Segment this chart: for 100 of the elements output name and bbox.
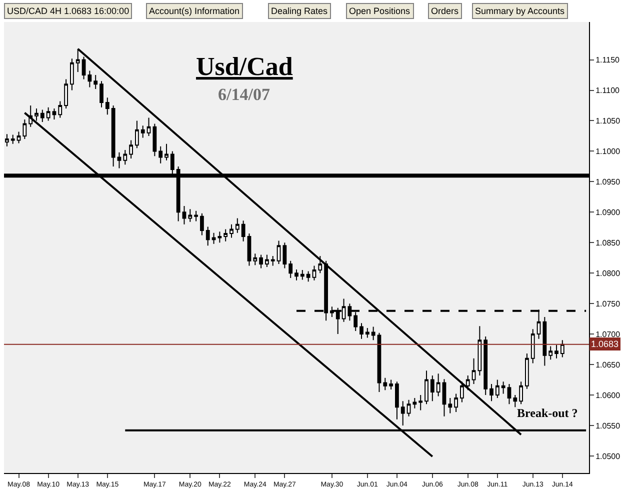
candlestick bbox=[495, 379, 500, 399]
candlestick bbox=[478, 326, 482, 376]
candlestick bbox=[360, 322, 364, 340]
candlestick bbox=[123, 149, 128, 166]
candlestick bbox=[412, 398, 417, 409]
candlestick bbox=[490, 384, 494, 402]
candlestick bbox=[270, 256, 275, 266]
text: 6/14/07 bbox=[218, 85, 270, 104]
y-tick-label: 1.0750 bbox=[596, 299, 621, 308]
ref-line-label: 1.0683 bbox=[591, 339, 619, 349]
candlestick bbox=[5, 134, 9, 147]
candlestick bbox=[224, 228, 228, 242]
candlestick bbox=[16, 131, 21, 144]
candlestick bbox=[164, 143, 168, 161]
candlestick bbox=[52, 108, 56, 120]
candlestick bbox=[389, 379, 393, 390]
annotation: Break-out ? bbox=[517, 406, 578, 420]
candlestick bbox=[294, 268, 298, 281]
candlestick bbox=[146, 117, 151, 136]
candlestick bbox=[377, 332, 382, 392]
candlestick bbox=[64, 78, 68, 110]
candlestick bbox=[46, 106, 50, 122]
candlestick bbox=[507, 384, 512, 405]
candlestick bbox=[560, 340, 564, 358]
candlestick bbox=[230, 224, 234, 238]
candlestick bbox=[442, 378, 446, 417]
candlestick bbox=[312, 265, 316, 281]
candlestick bbox=[100, 80, 104, 108]
y-tick-label: 1.0700 bbox=[596, 330, 621, 339]
candlestick bbox=[554, 344, 558, 359]
candlestick bbox=[188, 208, 192, 222]
candlestick bbox=[218, 231, 222, 244]
text: Summary by Accounts bbox=[475, 6, 566, 16]
candlestick bbox=[22, 119, 27, 140]
candlestick bbox=[513, 394, 518, 408]
text: USD/CAD 4H 1.0683 16:00:00 bbox=[7, 6, 130, 16]
text: Usd/Cad bbox=[196, 52, 294, 81]
text: Open Positions bbox=[349, 6, 411, 16]
candlestick bbox=[259, 254, 263, 269]
candlestick bbox=[484, 336, 488, 396]
candlestick bbox=[94, 74, 98, 90]
candlestick bbox=[383, 377, 388, 391]
candlestick bbox=[436, 373, 440, 397]
y-tick-label: 1.1050 bbox=[596, 116, 621, 126]
y-tick-label: 1.0650 bbox=[596, 360, 621, 370]
candlestick bbox=[466, 374, 470, 391]
candlestick bbox=[395, 381, 399, 420]
y-tick-label: 1.0950 bbox=[596, 177, 621, 186]
candlestick bbox=[430, 374, 434, 402]
candlestick bbox=[418, 394, 423, 411]
candlestick bbox=[406, 399, 411, 417]
candlestick bbox=[111, 105, 116, 167]
candlestick bbox=[472, 358, 476, 385]
candlestick bbox=[276, 240, 281, 264]
y-tick-label: 1.0900 bbox=[596, 208, 621, 217]
candlestick bbox=[454, 393, 458, 413]
candlestick bbox=[194, 210, 198, 222]
candlestick bbox=[206, 226, 210, 246]
candlestick bbox=[105, 97, 110, 116]
candlestick bbox=[542, 316, 547, 366]
y-tick-label: 1.1150 bbox=[596, 56, 620, 65]
text: Dealing Rates bbox=[271, 6, 328, 16]
candlestick bbox=[424, 370, 428, 405]
y-tick-label: 1.0800 bbox=[596, 268, 621, 278]
candlestick bbox=[70, 58, 74, 91]
y-tick-label: 1.0550 bbox=[596, 421, 621, 430]
candlestick bbox=[235, 218, 240, 234]
candlestick bbox=[300, 270, 304, 280]
candlestick bbox=[371, 326, 376, 341]
candlestick bbox=[40, 109, 44, 122]
candlestick bbox=[365, 327, 370, 338]
candlestick bbox=[519, 381, 523, 405]
candlestick bbox=[241, 220, 246, 242]
candlestick bbox=[525, 353, 529, 390]
y-tick-label: 1.0850 bbox=[596, 238, 621, 248]
text: Orders bbox=[431, 6, 460, 16]
candlestick bbox=[253, 253, 258, 266]
candlestick bbox=[501, 381, 506, 394]
candlestick bbox=[530, 328, 535, 364]
candlestick bbox=[158, 146, 163, 164]
candlestick bbox=[182, 206, 186, 225]
candlestick bbox=[200, 212, 204, 236]
candlestick bbox=[82, 56, 86, 80]
candlestick bbox=[129, 140, 133, 160]
candlestick bbox=[247, 232, 252, 266]
candlestick bbox=[88, 70, 92, 88]
candlestick bbox=[117, 152, 122, 169]
candlestick bbox=[212, 232, 216, 244]
candlestick bbox=[460, 381, 464, 403]
candlestick bbox=[288, 260, 293, 278]
y-tick-label: 1.0500 bbox=[596, 452, 621, 461]
candlestick bbox=[548, 346, 553, 360]
y-tick-label: 1.0600 bbox=[596, 390, 621, 400]
candlestick bbox=[282, 242, 287, 269]
candlestick bbox=[265, 254, 269, 268]
candlestick bbox=[140, 125, 145, 138]
y-tick-label: 1.1000 bbox=[596, 147, 621, 156]
candlestick bbox=[135, 120, 139, 149]
text: Account(s) Information bbox=[149, 6, 240, 16]
candlestick bbox=[10, 134, 15, 144]
